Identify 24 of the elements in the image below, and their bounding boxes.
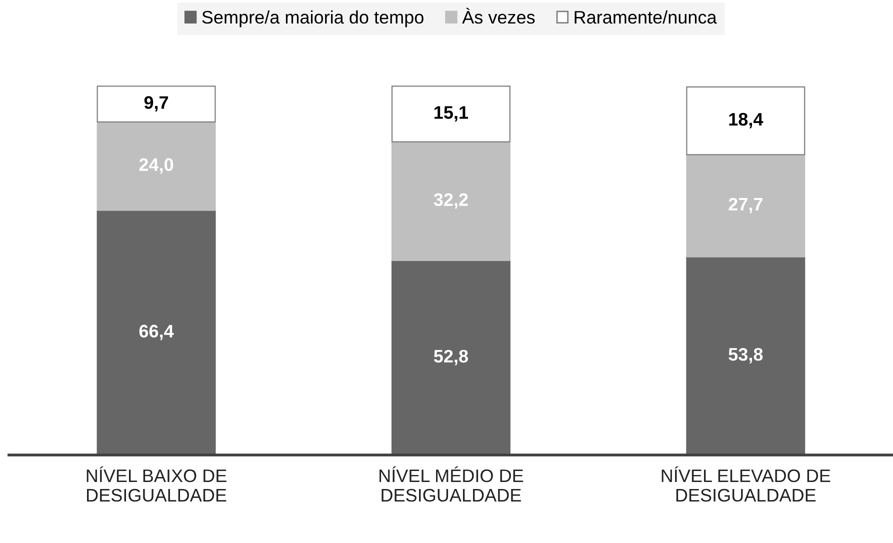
bar <box>391 260 510 456</box>
data-label: 32,2 <box>434 193 468 209</box>
bar <box>96 86 216 122</box>
bar <box>96 121 216 211</box>
legend-label: Sempre/a maioria do tempo <box>202 10 424 28</box>
data-label: 66,4 <box>139 324 174 340</box>
data-label: 15,1 <box>434 106 468 122</box>
bar <box>96 210 216 456</box>
bar <box>686 256 806 456</box>
bar <box>391 141 510 262</box>
x-tick-label: NÍVEL ELEVADO DE DESIGUALDADE <box>662 466 830 502</box>
bar <box>686 86 806 156</box>
x-tick-label: NÍVEL BAIXO DE DESIGUALDADE <box>86 466 226 502</box>
legend-label: Às vezes <box>462 8 535 24</box>
data-label: 18,4 <box>729 112 764 128</box>
data-label: 27,7 <box>728 198 762 214</box>
bar <box>391 86 510 142</box>
bar <box>686 154 806 258</box>
data-label: 9,7 <box>144 96 168 112</box>
data-label: 52,8 <box>434 350 468 366</box>
data-label: 24,0 <box>139 158 174 174</box>
data-label: 53,8 <box>728 348 763 364</box>
legend-label: Raramente/nunca <box>574 10 717 24</box>
x-tick-label: NÍVEL MÉDIO DE DESIGUALDADE <box>380 466 524 502</box>
